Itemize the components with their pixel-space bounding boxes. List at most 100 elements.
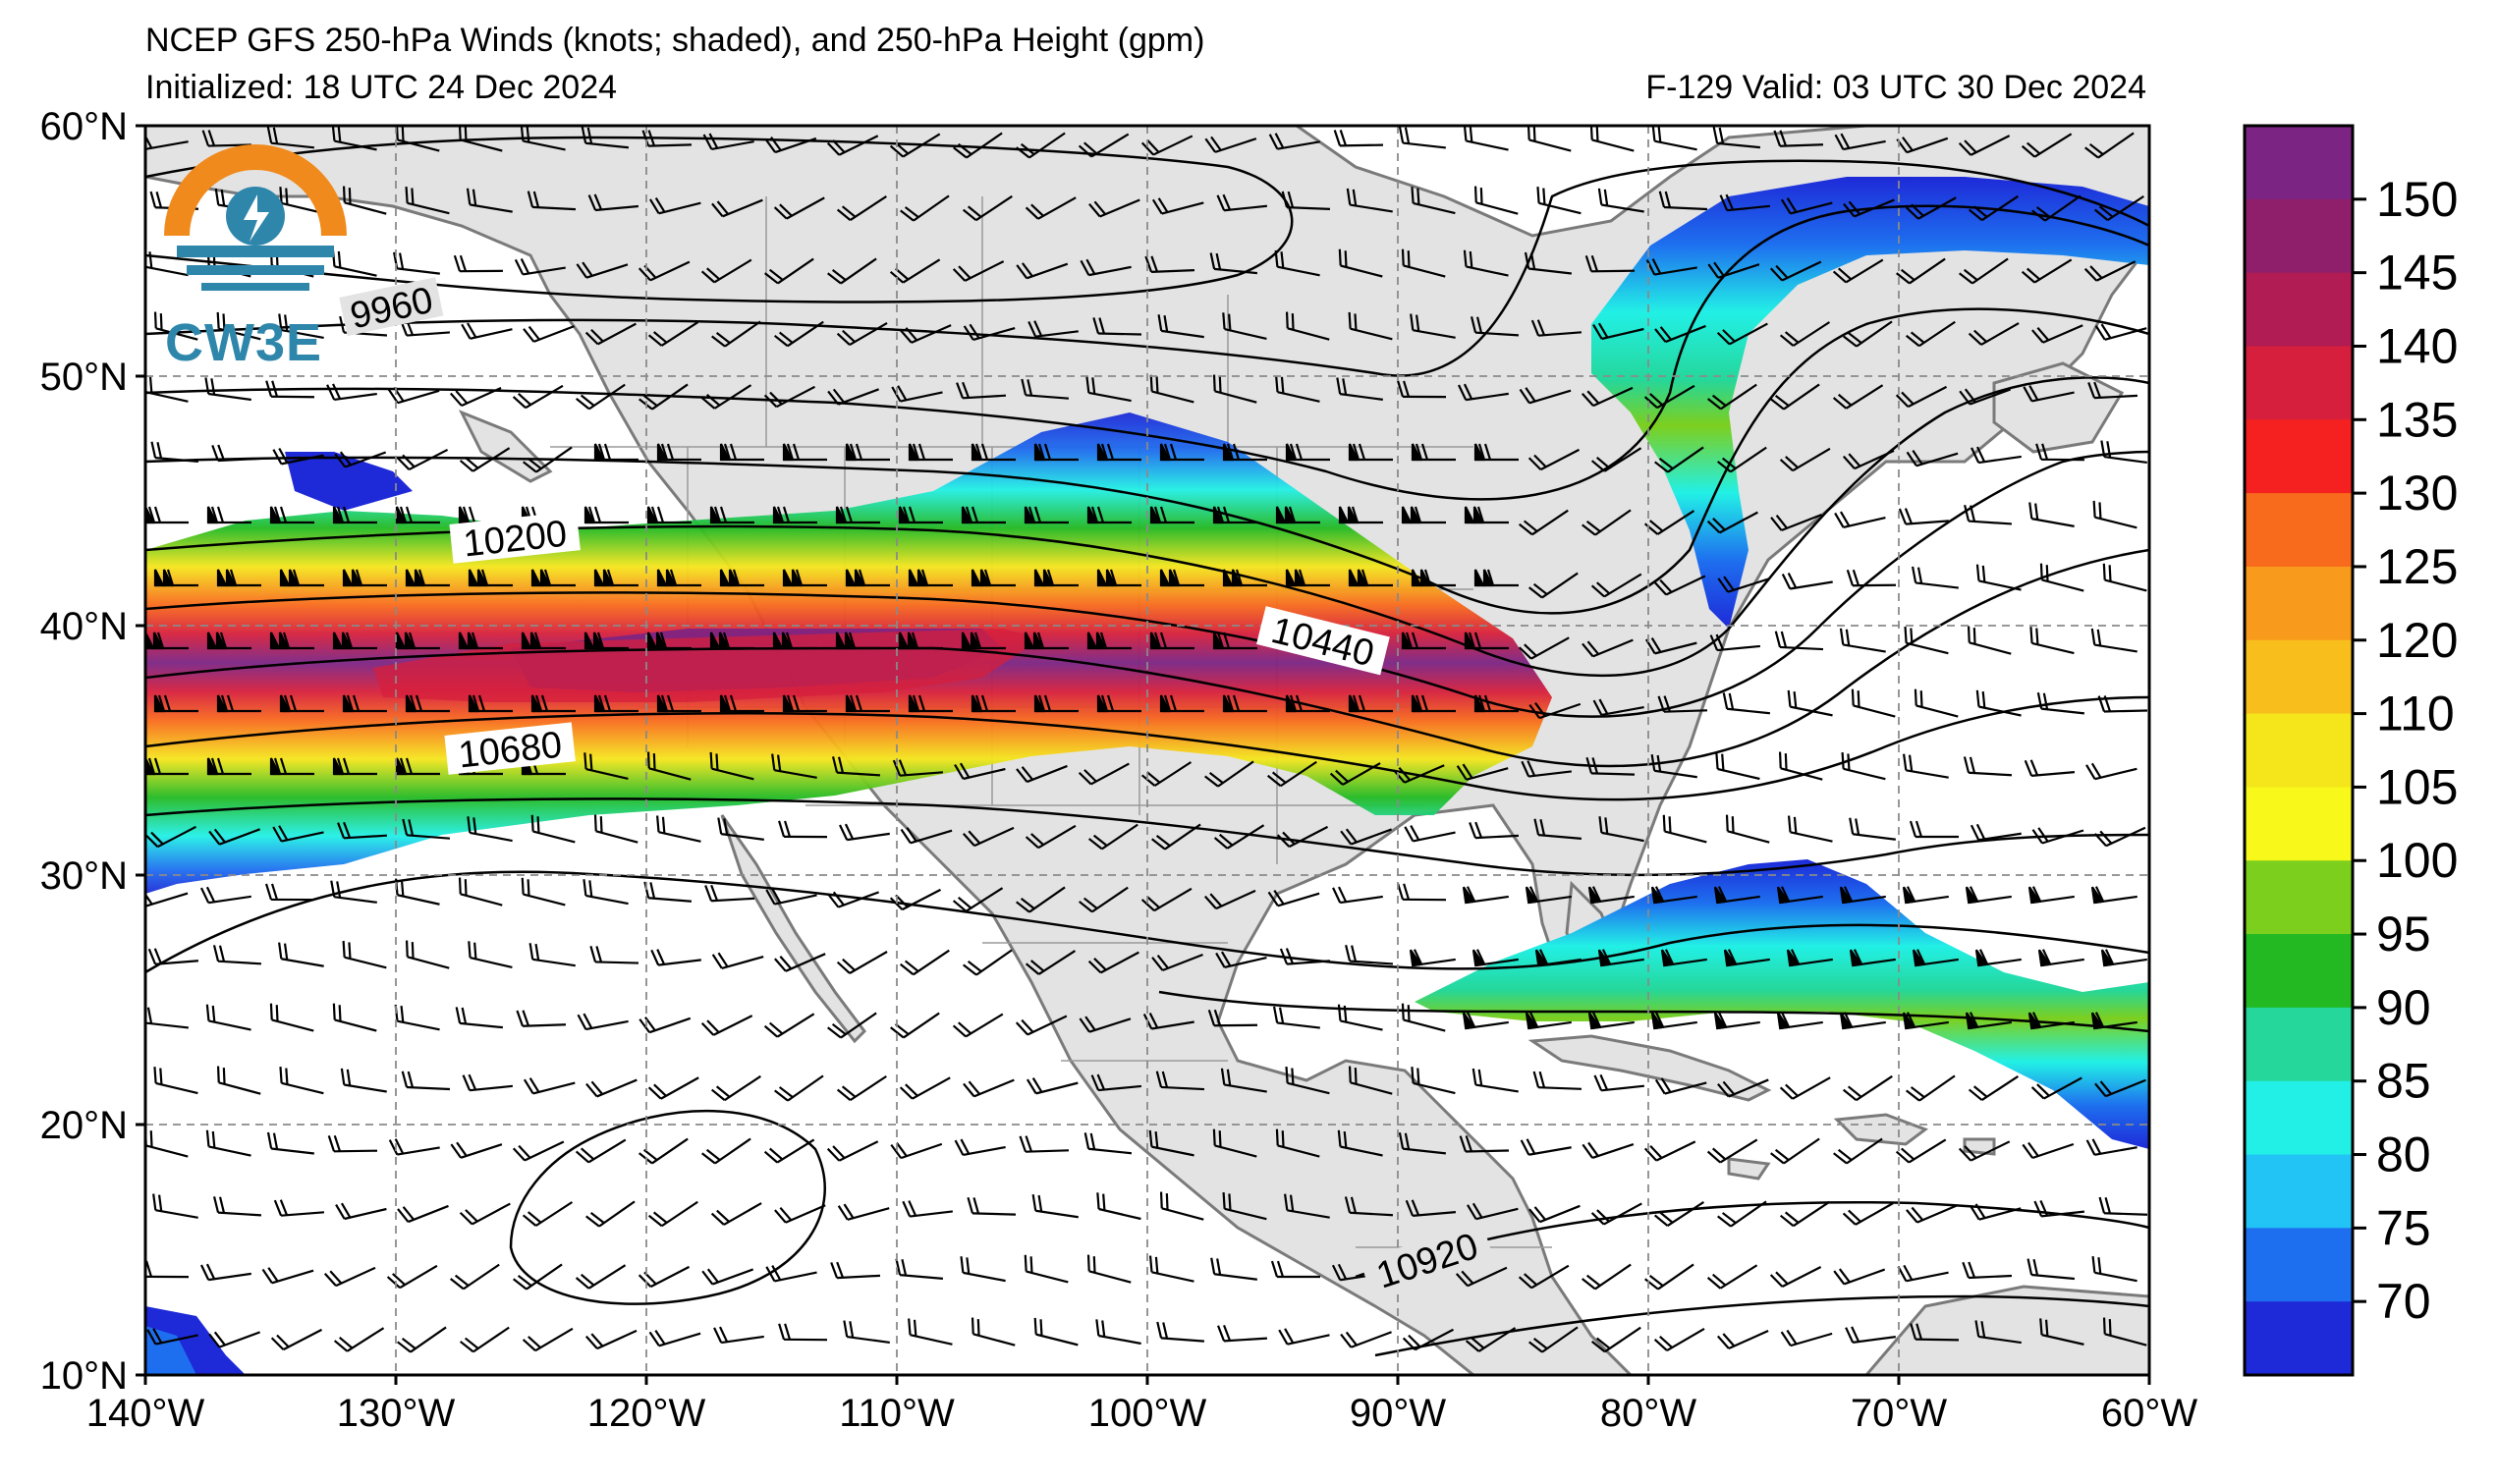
wind-barb (1584, 254, 1636, 273)
wind-barb (584, 1329, 638, 1350)
wind-barb (1015, 1015, 1068, 1036)
wind-barb (2039, 563, 2084, 592)
wind-barb (585, 1078, 638, 1098)
wind-barb (1581, 386, 1634, 408)
wind-barb (1337, 1129, 1383, 1157)
wind-barb (397, 1204, 449, 1224)
wind-barb (583, 506, 629, 524)
wind-barb (1096, 443, 1141, 462)
wind-barb (1348, 569, 1393, 587)
wind-barb (2085, 1138, 2137, 1156)
wind-barb (711, 952, 764, 969)
wind-barb (153, 311, 198, 341)
logo-wave-2-icon (187, 265, 324, 275)
wind-barb (2097, 695, 2148, 713)
wind-barb (150, 441, 199, 463)
wind-barb (581, 127, 629, 149)
wind-barb (1462, 1012, 1509, 1030)
wind-barb (1832, 384, 1884, 410)
wind-barb (449, 386, 502, 408)
wind-barb (216, 569, 261, 587)
wind-barb (1906, 450, 1959, 467)
wind-barb (2031, 324, 2083, 344)
wind-barb (1213, 824, 1265, 850)
wind-barb (952, 887, 1004, 912)
colorbar-label: 145 (2376, 246, 2458, 301)
wind-barb (700, 1015, 753, 1036)
wind-barb (593, 443, 638, 462)
wind-barb (1965, 1012, 2012, 1030)
wind-barb (1654, 446, 1704, 473)
wind-barb (147, 948, 199, 965)
wind-barb (1902, 753, 1949, 779)
wind-barb (1086, 1254, 1132, 1284)
wind-barb (1470, 316, 1520, 337)
wind-barb (1528, 1326, 1579, 1353)
wind-barb (1096, 569, 1141, 587)
wind-barb (1528, 702, 1582, 720)
wind-barb (1582, 638, 1634, 658)
wind-barb (1459, 1135, 1510, 1153)
wind-barb (719, 694, 764, 713)
wind-barb (890, 1142, 943, 1160)
wind-barb (773, 196, 825, 220)
wind-barb (1842, 1202, 1894, 1226)
wind-barb (826, 135, 879, 156)
lat-label-40n: 40°N (40, 605, 128, 648)
wind-barb (1268, 133, 1320, 150)
wind-barb (1660, 949, 1707, 967)
wind-barb (900, 324, 952, 344)
wind-barb (205, 1129, 251, 1157)
wind-barb (1411, 443, 1456, 462)
map-title: NCEP GFS 250-hPa Winds (knots; shaded), … (145, 22, 1205, 59)
wind-barb (845, 694, 890, 713)
wind-barb (764, 257, 814, 285)
wind-barb (1222, 569, 1267, 587)
wind-barb (1140, 135, 1193, 156)
wind-barb (1597, 188, 1644, 213)
wind-barb (458, 632, 503, 650)
wind-barb (1329, 762, 1381, 786)
wind-barb (1896, 257, 1946, 285)
wind-barb (1340, 828, 1393, 846)
wind-barb (279, 187, 324, 215)
lon-label-130w: 130°W (337, 1392, 456, 1435)
wind-barb (208, 1331, 261, 1348)
wind-barb (1283, 1193, 1330, 1219)
lat-label-60n: 60°N (40, 105, 128, 148)
wind-barb (514, 257, 566, 276)
wind-barb (1587, 886, 1635, 905)
colorbar-swatch (2245, 639, 2353, 715)
wind-barb (700, 384, 752, 410)
colorbar-swatch (2245, 787, 2353, 861)
wind-barb (1149, 506, 1194, 524)
wind-barb (1344, 1196, 1394, 1217)
wind-barb (1902, 886, 1949, 905)
wind-barb (1650, 1012, 1697, 1030)
wind-barb (2037, 949, 2084, 967)
wind-barb (1285, 443, 1330, 462)
wind-barb (1410, 313, 1456, 339)
wind-barb (646, 632, 692, 650)
colorbar-swatch (2245, 860, 2353, 935)
wind-barb (1409, 949, 1456, 967)
wind-barb (765, 1265, 817, 1283)
wind-barb (340, 1068, 387, 1093)
wind-barb (396, 448, 449, 471)
wind-barb (1087, 951, 1139, 974)
wind-barb (458, 877, 503, 907)
wind-barb (1270, 1260, 1321, 1279)
wind-barb (1222, 1191, 1267, 1221)
wind-barb (279, 694, 324, 713)
wind-barb (334, 451, 387, 468)
wind-barb (1332, 886, 1383, 905)
wind-barb (1968, 194, 2019, 222)
wind-barb (971, 694, 1016, 713)
wind-barb (1851, 688, 1896, 718)
wind-barb (1786, 949, 1833, 967)
wind-barb (782, 569, 827, 587)
wind-barb (1654, 324, 1706, 344)
wind-barb (402, 818, 451, 840)
wind-barb (1909, 820, 1960, 839)
cw3e-logo (164, 144, 347, 291)
